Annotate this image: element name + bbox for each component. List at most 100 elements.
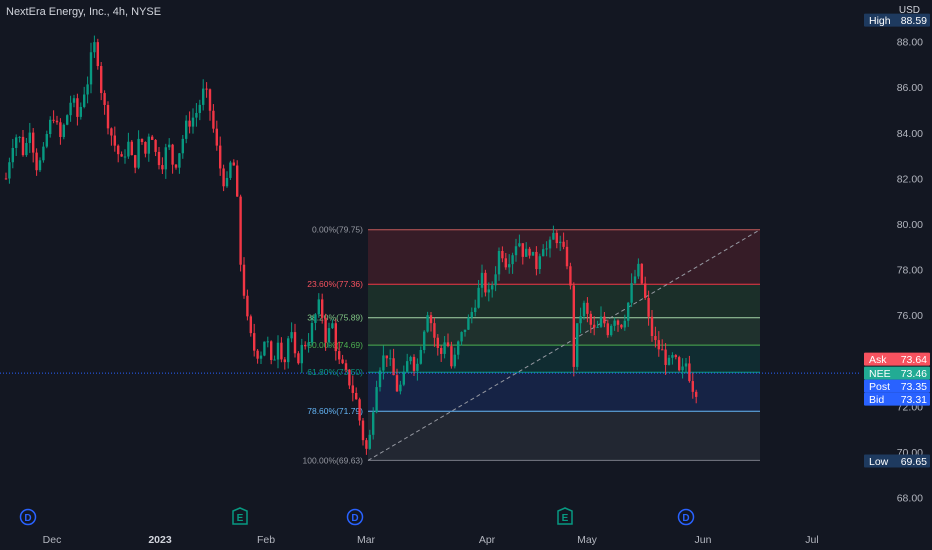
low-pill-value: 69.65 <box>901 456 927 468</box>
candle-body <box>365 440 368 449</box>
candle-body <box>38 160 42 171</box>
candle-body <box>361 420 365 441</box>
candle-body <box>25 142 28 156</box>
candle-body <box>552 232 555 240</box>
candle-body <box>249 316 252 334</box>
bid-price-label: Bid 73.31 <box>864 392 930 406</box>
fib-zone <box>368 284 760 318</box>
candle-body <box>35 152 38 171</box>
nee-pill-value: 73.46 <box>901 368 927 380</box>
candle-body <box>93 42 96 53</box>
price-axis[interactable]: 88.0086.0084.0082.0080.0078.0076.0074.00… <box>897 37 923 505</box>
candle-body <box>259 355 263 359</box>
candle-body <box>154 139 157 152</box>
candle-body <box>219 145 222 169</box>
candle-body <box>103 93 106 105</box>
low-pill-name: Low <box>869 456 889 468</box>
candle-body <box>640 263 643 284</box>
candle-body <box>72 98 76 103</box>
candle-body <box>555 232 558 244</box>
candle-body <box>450 346 453 367</box>
candle-body <box>79 106 82 117</box>
candle-body <box>491 285 494 290</box>
post-price-label: Post 73.35 <box>864 379 930 393</box>
candle-body <box>290 332 293 339</box>
candle-body <box>358 399 361 421</box>
candle-body <box>460 332 463 342</box>
candle-body <box>321 299 324 318</box>
fib-level-label: 78.60%(71.79) <box>307 406 363 416</box>
candle-body <box>606 323 609 336</box>
x-tick-label: May <box>577 534 598 546</box>
candle-body <box>253 333 256 351</box>
candle-body <box>205 88 208 90</box>
candle-body <box>644 283 647 298</box>
ask-price-label: Ask 73.64 <box>864 352 930 366</box>
candle-body <box>42 146 45 161</box>
fibonacci-trend-line[interactable] <box>367 229 761 461</box>
candle-body <box>474 307 477 313</box>
earnings-marker-shape <box>557 507 573 525</box>
high-pill-name: High <box>869 15 891 27</box>
candle-body <box>392 358 395 376</box>
nee-price-label: NEE 73.46 <box>864 366 930 380</box>
ask-pill-value: 73.64 <box>901 354 927 366</box>
candle-body <box>402 371 405 385</box>
candle-body <box>620 324 623 328</box>
chart-title: NextEra Energy, Inc., 4h, NYSE <box>6 6 162 18</box>
candle-body <box>86 84 89 95</box>
y-tick-label: 76.00 <box>897 310 923 322</box>
nee-pill-bg <box>864 366 930 380</box>
candle-body <box>548 239 552 249</box>
candle-body <box>630 283 633 303</box>
candle-body <box>514 246 518 256</box>
candle-body <box>695 391 698 397</box>
candle-body <box>66 115 69 125</box>
candle-body <box>576 323 579 367</box>
fib-level-label: 23.60%(77.36) <box>307 279 363 289</box>
candle-body <box>480 272 484 288</box>
candle-body <box>130 141 133 156</box>
candle-body <box>45 134 48 147</box>
candle-body <box>287 338 290 363</box>
y-tick-label: 86.00 <box>897 82 923 94</box>
candle-body <box>627 302 630 321</box>
candle-body <box>157 151 161 166</box>
candle-body <box>671 355 674 358</box>
ask-pill-name: Ask <box>869 354 887 366</box>
candle-body <box>596 326 599 328</box>
candle-body <box>637 263 640 277</box>
candle-body <box>419 349 422 364</box>
candle-body <box>331 323 334 329</box>
candle-body <box>324 317 327 343</box>
dividend-marker: D <box>19 508 37 526</box>
event-marker-label: E <box>562 513 569 524</box>
candle-body <box>446 342 450 347</box>
candle-body <box>273 359 276 361</box>
candles <box>4 35 698 455</box>
candle-body <box>127 141 130 157</box>
candle-body <box>385 355 388 359</box>
x-tick-label: Jun <box>695 534 712 546</box>
candle-body <box>195 112 198 118</box>
fib-zone <box>368 372 760 412</box>
x-tick-label: Apr <box>479 534 496 546</box>
candle-body <box>429 315 433 324</box>
candle-body <box>406 361 409 372</box>
dividend-marker: D <box>677 508 695 526</box>
candle-body <box>654 336 657 341</box>
bid-pill-name: Bid <box>869 394 884 406</box>
candle-body <box>270 341 273 361</box>
candle-body <box>89 52 93 85</box>
candle-body <box>344 363 348 370</box>
x-tick-label: 2023 <box>148 534 172 546</box>
candle-body <box>457 341 460 355</box>
candle-body <box>525 248 528 257</box>
candle-body <box>582 302 586 317</box>
fib-zone <box>368 345 760 373</box>
y-tick-label: 78.00 <box>897 265 923 277</box>
candle-body <box>174 164 178 168</box>
low-pill-bg <box>864 454 930 468</box>
time-axis[interactable]: Dec 2023 Feb Mar Apr May Jun Jul <box>43 534 819 546</box>
